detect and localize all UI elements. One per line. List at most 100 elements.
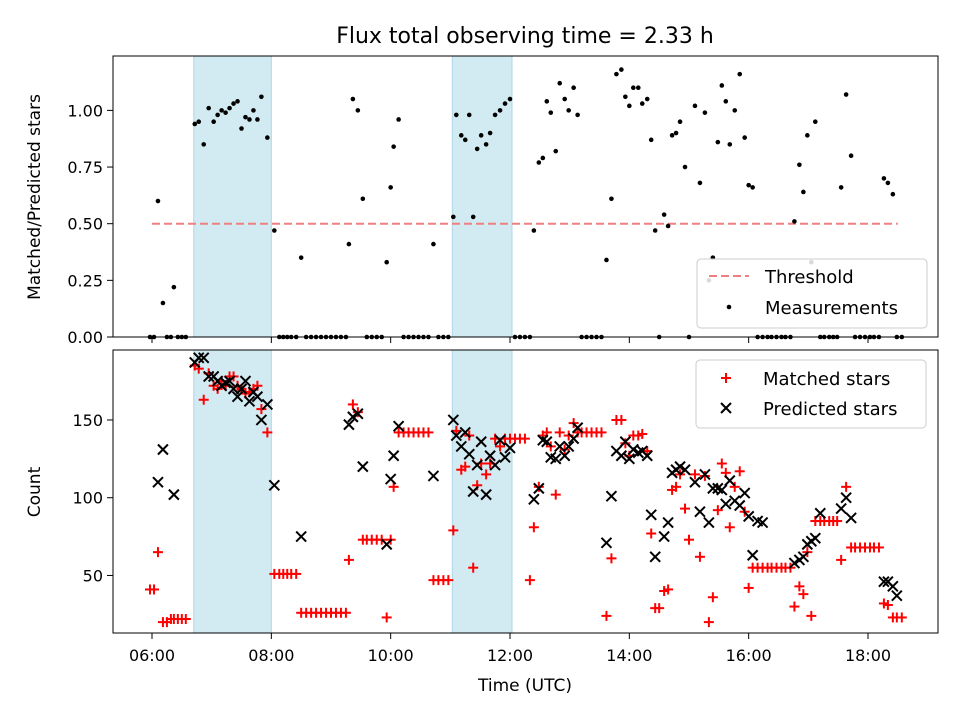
measurement-point-0718 [227,105,232,111]
measurement-point-0726 [235,99,240,104]
predicted-star-1103 [447,414,460,426]
predicted-star-1145 [489,459,501,471]
matched-star-0606 [152,547,163,558]
bottom-legend-box [695,359,927,429]
matched-star-0922 [347,399,358,410]
measurement-point-1422 [648,137,654,143]
matched-star-1215 [519,433,530,444]
measurement-point-1103 [451,214,456,220]
measurement-point-1136 [483,142,489,147]
predicted-star-1516 [699,468,711,481]
predicted-star-1200 [504,442,516,454]
predicted-star-1506 [689,476,701,488]
matched-star-1651 [794,581,805,592]
matched-star-1439 [663,584,674,595]
x-tick-label: 18:00 [845,646,891,665]
matched-star-1529 [712,505,723,516]
measurement-point-1738 [843,92,849,97]
measurement-point-0722 [231,101,236,106]
measurement-point-1546 [732,108,738,113]
matched-star-1511 [694,551,705,562]
predicted-star-1150 [494,434,506,446]
predicted-star-1404 [627,443,640,456]
matched-star-1103 [448,525,459,536]
measurement-point-1237 [544,99,550,104]
threshold-legend-label: Threshold [764,267,854,288]
measurement-point-1533 [719,83,725,88]
y-tick-label: 100 [72,489,103,508]
measurement-point-0830 [298,255,304,260]
predicted-star-1743 [845,512,857,524]
matched-star-0918 [343,554,354,565]
measurement-point-1447 [673,130,679,136]
predicted-star-1646 [788,557,801,569]
predicted-star-1524 [707,482,719,495]
matched-star-1413 [637,428,648,439]
predicted-star-1308 [571,422,584,434]
measurement-point-0738 [247,117,252,122]
x-tick-label: 10:00 [368,646,414,665]
matched-star-1422 [646,528,657,539]
measurement-point-1115 [462,137,468,143]
predicted-star-1520 [703,516,715,529]
x-axis-label: Time (UTC) [477,676,572,696]
measurement-point-0657 [206,105,211,111]
predicted-star-0734 [239,375,252,387]
predicted-star-1825 [887,580,899,593]
measurement-point-1659 [805,133,810,138]
measurement-point-1516 [702,110,708,115]
predicted-star-0830 [295,530,307,543]
measurement-point-0622 [171,284,177,290]
matched-star-1136 [481,469,492,480]
predicted-star-1140 [484,450,496,462]
top-axes-frame [112,55,939,338]
matched-star-1430 [654,603,665,614]
predicted-legend-label: Predicted stars [763,399,897,420]
predicted-star-0956 [380,538,393,551]
measurement-point-1043 [431,241,436,247]
measurement-point-1342 [609,196,614,202]
measurements-legend-label: Measurements [765,298,898,319]
measurement-point-1443 [669,133,675,138]
matched-star-1337 [601,610,612,621]
matched-star-1456 [680,503,691,514]
predicted-star-0738 [243,395,256,408]
x-tick-label: 08:00 [248,646,294,665]
measurement-point-1356 [623,94,628,100]
measurement-point-1655 [801,189,806,195]
y-tick-label: 0.00 [67,328,103,347]
matched-star-1224 [528,522,539,533]
predicted-star-1456 [679,464,691,476]
matched-star-1220 [524,575,535,586]
measurement-point-1250 [557,80,563,86]
measurement-point-0730 [239,126,244,131]
measurement-point-1456 [682,164,688,170]
measurement-point-1409 [635,85,641,91]
predicted-star-1000 [384,473,397,485]
predicted-star-1229 [533,482,545,495]
matched-star-1703 [806,610,817,621]
top-y-axis-label: Matched/Predicted stars [25,94,45,300]
measurement-point-0734 [243,114,248,120]
matched-star-1729 [832,516,843,527]
measurement-point-1820 [885,180,891,186]
ratio-panel: 0.00 0.25 0.50 0.75 1.00 Matched/Predicted s… [25,55,939,347]
measurement-point-1537 [723,99,729,104]
y-tick-label: 0.75 [67,158,103,177]
measurement-point-1255 [562,96,567,102]
matched-star-0750 [256,404,267,415]
matched-star-1038 [423,427,434,438]
matched-star-1551 [734,466,745,477]
measurement-point-1200 [507,96,513,102]
count-panel: 50 100 150 06:00 08:00 10:00 12:00 14:00 16:00 1… [25,349,939,696]
measurement-point-1404 [631,85,636,91]
matched-legend-marker [721,373,731,383]
measurement-point-1556 [742,135,747,140]
predicted-star-0803 [268,479,281,491]
measurement-point-0922 [350,96,356,102]
measurement-point-1347 [614,71,619,77]
measurement-point-1337 [604,257,609,263]
predicted-star-1551 [734,499,746,512]
predicted-star-0927 [352,408,364,420]
